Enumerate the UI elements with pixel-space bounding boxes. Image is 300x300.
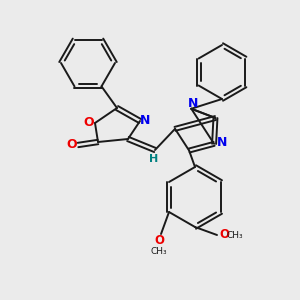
Text: N: N	[188, 97, 199, 110]
Text: O: O	[154, 235, 164, 248]
Text: O: O	[67, 139, 77, 152]
Text: H: H	[149, 154, 159, 164]
Text: CH₃: CH₃	[151, 248, 167, 256]
Text: N: N	[217, 136, 227, 149]
Text: O: O	[219, 229, 229, 242]
Text: O: O	[84, 116, 94, 128]
Text: CH₃: CH₃	[227, 230, 243, 239]
Text: N: N	[140, 113, 150, 127]
